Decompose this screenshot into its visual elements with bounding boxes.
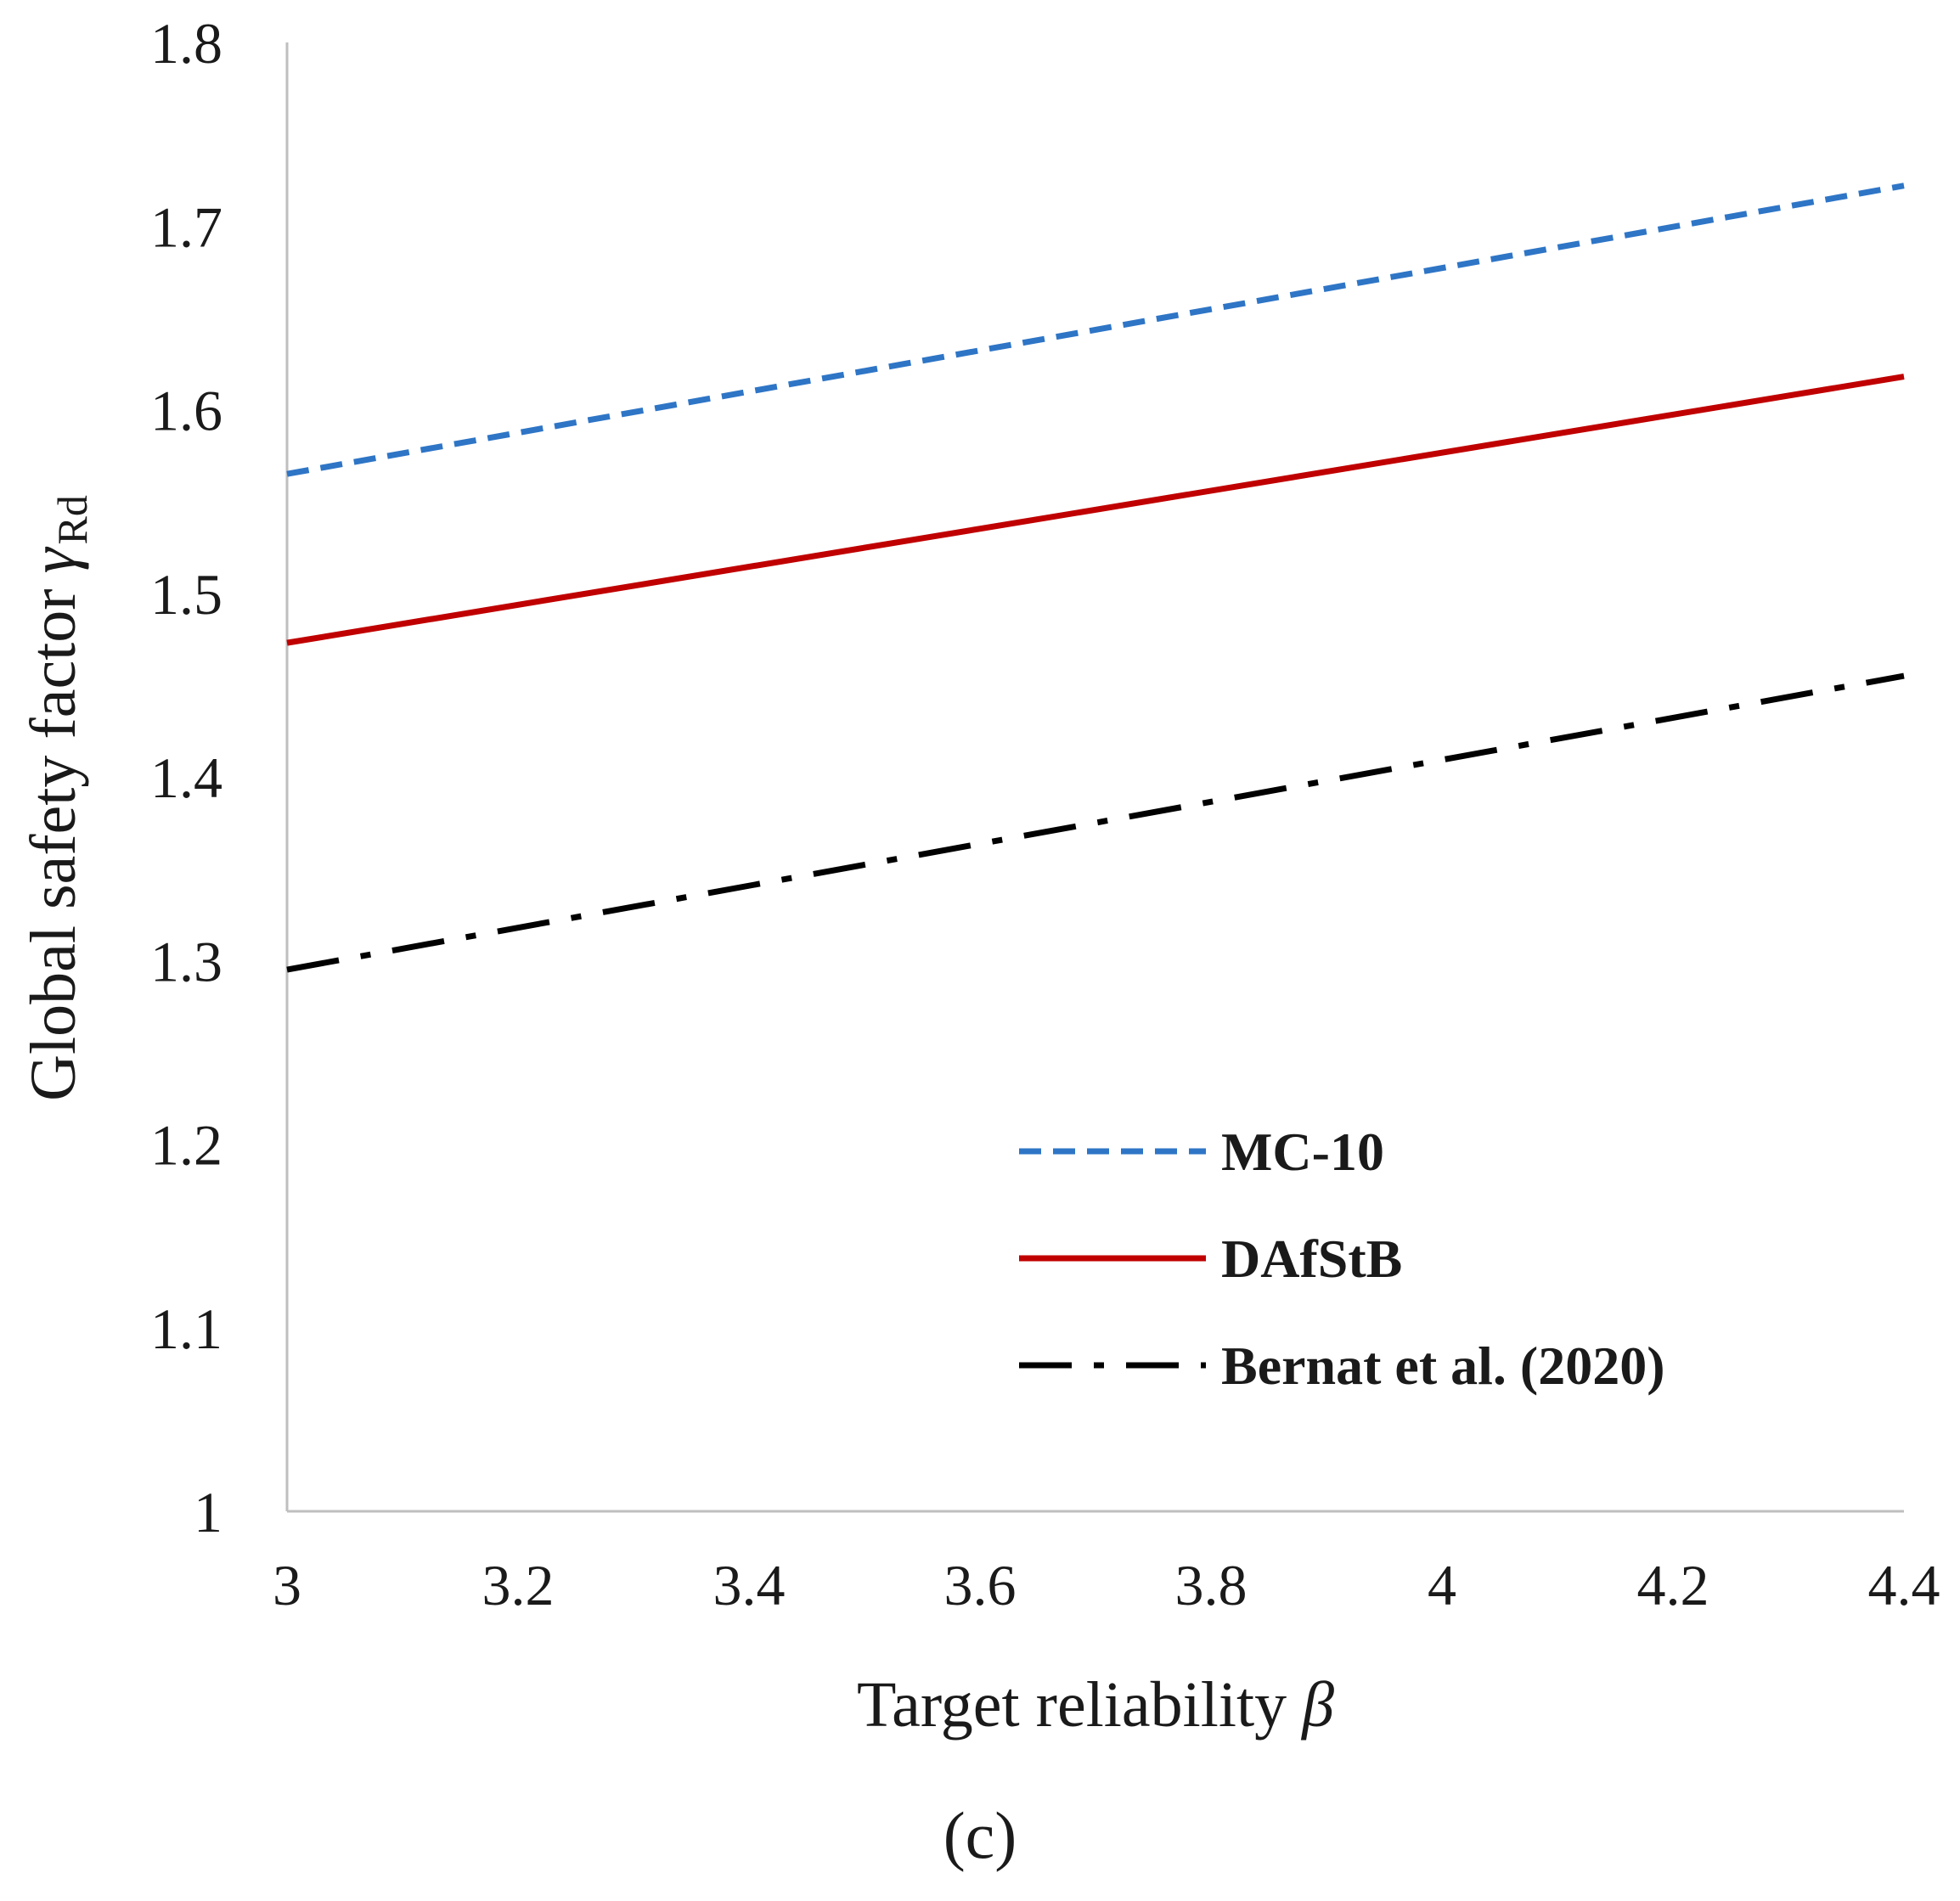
y-axis-title-symbol: γ [18, 546, 89, 573]
x-tick-label: 3.4 [713, 1553, 786, 1617]
y-tick-label: 1.8 [150, 11, 222, 76]
y-tick-label: 1.6 [150, 379, 222, 443]
legend-label: MC-10 [1221, 1122, 1384, 1182]
legend-label: DAfStB [1221, 1229, 1402, 1289]
x-tick-label: 3 [273, 1553, 301, 1617]
y-tick-label: 1.7 [150, 194, 222, 259]
y-tick-label: 1.2 [150, 1113, 222, 1178]
y-tick-label: 1.5 [150, 562, 222, 627]
x-tick-label: 4.2 [1637, 1553, 1709, 1617]
y-tick-labels: 1 1.1 1.2 1.3 1.4 1.5 1.6 1.7 1.8 [150, 11, 222, 1544]
x-axis-title: Target reliability β [857, 1669, 1334, 1741]
legend: MC-10 DAfStB Bernat et al. (2020) [1019, 1122, 1665, 1396]
y-tick-label: 1.4 [150, 745, 222, 810]
x-tick-label: 4.4 [1868, 1553, 1940, 1617]
x-tick-label: 3.2 [482, 1553, 555, 1617]
x-axis-title-symbol: β [1300, 1669, 1334, 1741]
x-axis-title-text: Target reliability [857, 1669, 1287, 1741]
y-tick-label: 1.1 [150, 1296, 222, 1361]
y-axis-title: Global safety factor γRd [18, 495, 96, 1101]
y-axis-title-text: Global safety factor [18, 588, 89, 1101]
series-line-mc-10 [286, 183, 1905, 477]
x-tick-label: 3.6 [944, 1553, 1017, 1617]
series-line-bernat-et-al-2020 [286, 672, 1905, 973]
x-tick-labels: 3 3.2 3.4 3.6 3.8 4 4.2 4.4 [273, 1553, 1940, 1617]
x-tick-label: 4 [1428, 1553, 1456, 1617]
series-line-dafstb [286, 374, 1905, 646]
y-tick-label: 1 [194, 1480, 222, 1544]
y-tick-label: 1.3 [150, 929, 222, 993]
legend-label: Bernat et al. (2020) [1221, 1336, 1665, 1396]
y-axis-title-subscript: Rd [48, 495, 96, 544]
panel-caption: (c) [943, 1798, 1017, 1872]
series-lines [286, 183, 1905, 973]
x-tick-label: 3.8 [1175, 1553, 1248, 1617]
